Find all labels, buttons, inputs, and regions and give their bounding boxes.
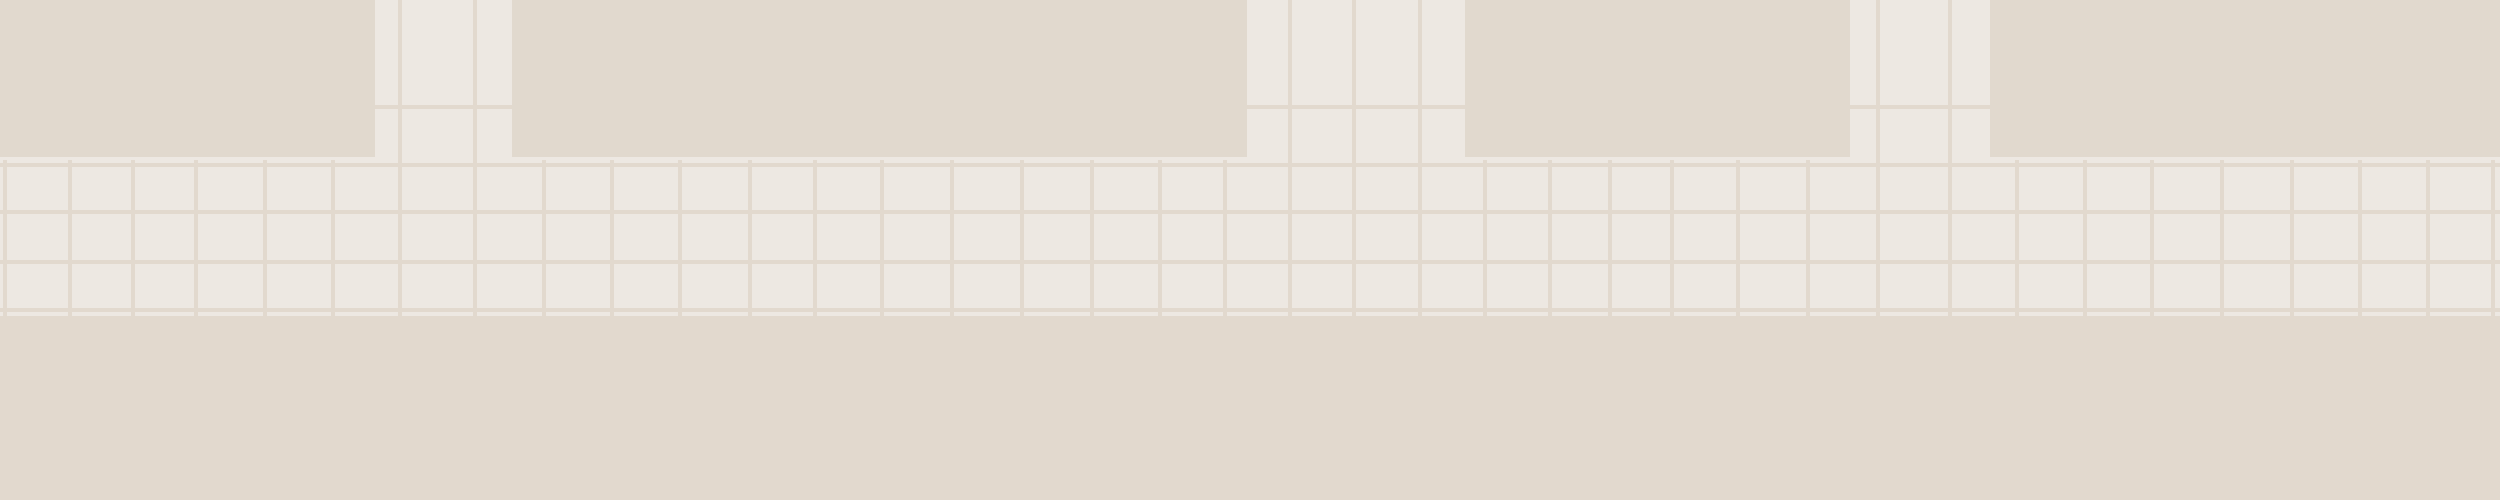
city-block [1465, 0, 1850, 157]
top-city-blocks [0, 0, 2500, 157]
city-block [0, 0, 375, 157]
city-block [512, 0, 1247, 157]
city-block [1990, 0, 2500, 157]
street-grid [0, 0, 2500, 316]
bottom-city-block [0, 316, 2500, 500]
